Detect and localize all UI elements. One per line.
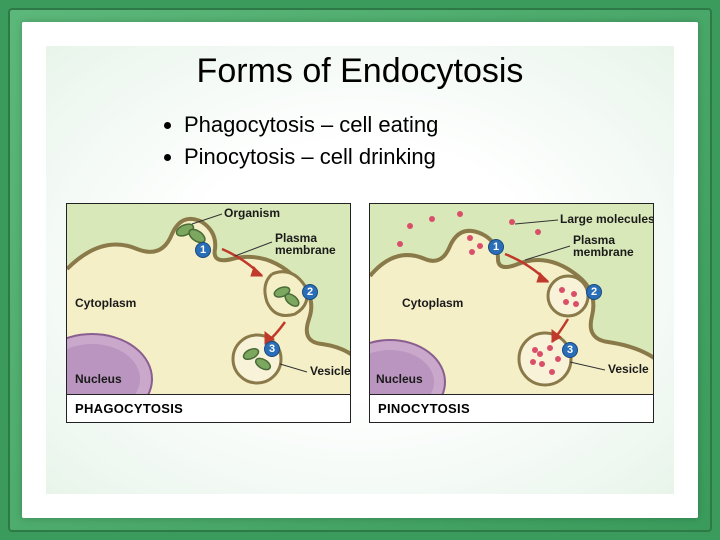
bullet-list: Phagocytosis – cell eating Pinocytosis –… xyxy=(166,109,674,173)
step-3-pino: 3 xyxy=(562,342,578,358)
step-1-pino: 1 xyxy=(488,239,504,255)
slide-frame-inner: Forms of Endocytosis Phagocytosis – cell… xyxy=(22,22,698,518)
label-plasma-membrane-pino: Plasmamembrane xyxy=(573,234,634,259)
step-3-phago: 3 xyxy=(264,341,280,357)
label-plasma-membrane-phago: Plasmamembrane xyxy=(275,232,336,257)
label-large-molecules: Large molecules xyxy=(560,212,654,226)
label-nucleus-phago: Nucleus xyxy=(75,372,122,386)
step-2-pino: 2 xyxy=(586,284,602,300)
label-cytoplasm-phago: Cytoplasm xyxy=(75,296,136,310)
label-cytoplasm-pino: Cytoplasm xyxy=(402,296,463,310)
phagocytosis-panel: Organism Plasmamembrane Cytoplasm Nucleu… xyxy=(66,203,351,423)
label-nucleus-pino: Nucleus xyxy=(376,372,423,386)
label-vesicle-phago: Vesicle xyxy=(310,364,351,378)
diagram-row: Organism Plasmamembrane Cytoplasm Nucleu… xyxy=(46,203,674,423)
bullet-phagocytosis: Phagocytosis – cell eating xyxy=(184,109,674,141)
slide-title: Forms of Endocytosis xyxy=(46,52,674,91)
slide-frame-outer: Forms of Endocytosis Phagocytosis – cell… xyxy=(8,8,712,532)
slide-content: Forms of Endocytosis Phagocytosis – cell… xyxy=(46,46,674,494)
step-2-phago: 2 xyxy=(302,284,318,300)
label-organism: Organism xyxy=(224,206,280,220)
caption-phago: PHAGOCYTOSIS xyxy=(67,394,350,422)
pinocytosis-panel: Large molecules Plasmamembrane Cytoplasm… xyxy=(369,203,654,423)
bullet-pinocytosis: Pinocytosis – cell drinking xyxy=(184,141,674,173)
caption-pino: PINOCYTOSIS xyxy=(370,394,653,422)
label-vesicle-pino: Vesicle xyxy=(608,362,649,376)
step-1-phago: 1 xyxy=(195,242,211,258)
